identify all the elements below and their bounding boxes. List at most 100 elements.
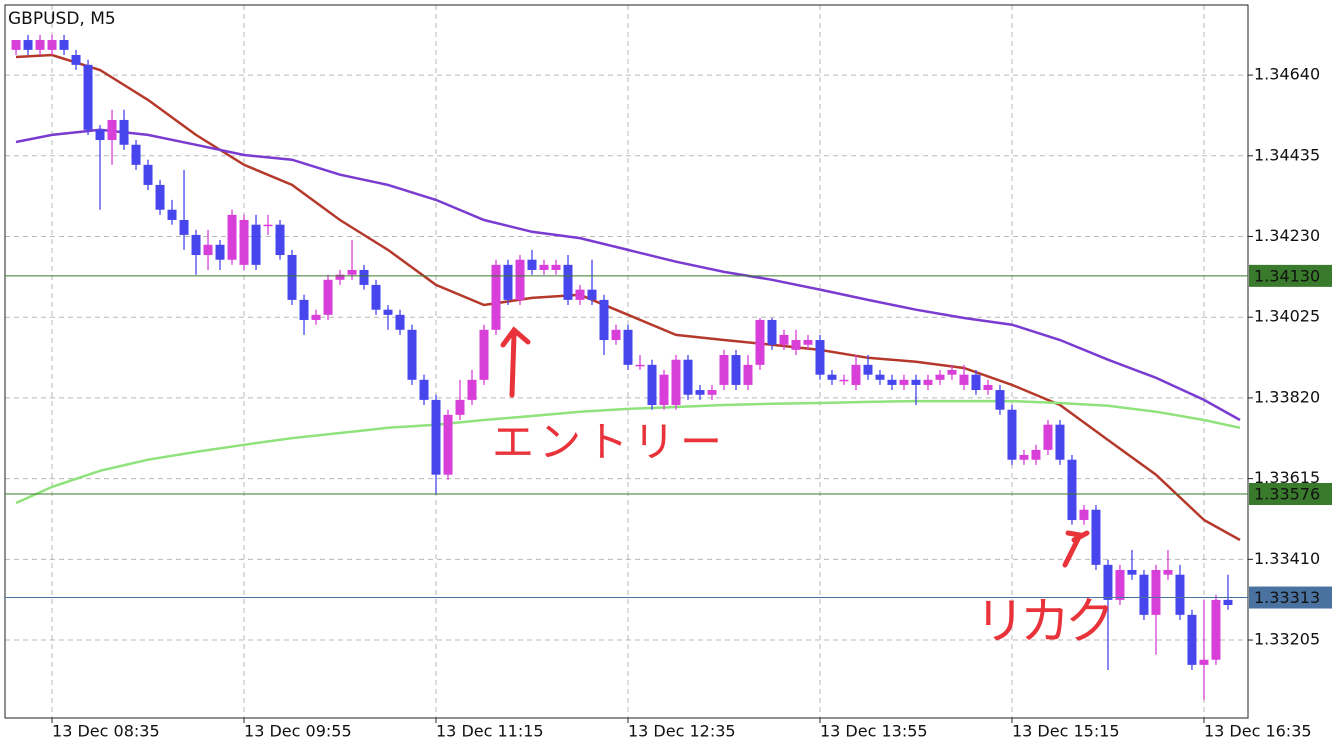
candle-body — [527, 259, 537, 270]
candle-body — [383, 309, 393, 315]
candle-body — [503, 264, 513, 300]
candle-body — [119, 119, 129, 145]
candle-body — [911, 379, 921, 385]
candle-body — [1103, 564, 1113, 600]
y-tick-label: 1.34435 — [1254, 145, 1320, 164]
candle-body — [191, 234, 201, 256]
candle-body — [815, 340, 825, 375]
grid — [5, 5, 1248, 718]
candle-body — [215, 244, 225, 260]
y-tick-label: 1.33205 — [1254, 630, 1320, 649]
candle-body — [59, 40, 69, 50]
candle-body — [515, 259, 525, 300]
candle-body — [1139, 574, 1149, 615]
annotation: エントリー — [492, 418, 722, 467]
candle-body — [551, 264, 561, 270]
candle-body — [695, 390, 705, 395]
candle-body — [671, 359, 681, 406]
annotation-take-profit: リカク — [975, 530, 1115, 651]
candle-body — [179, 219, 189, 235]
candle-body — [1067, 459, 1077, 520]
candle-body — [839, 379, 849, 382]
candle-body — [731, 355, 741, 385]
candle-body — [47, 40, 57, 50]
moving-average — [15, 53, 1241, 542]
candle-body — [707, 390, 717, 395]
candle-body — [1127, 569, 1137, 575]
price-label-box — [1249, 482, 1332, 505]
marks — [11, 34, 1241, 700]
candle-body — [347, 269, 357, 275]
candle-body — [755, 319, 765, 365]
candle-body — [1091, 509, 1101, 565]
x-tick-label: 13 Dec 12:35 — [628, 722, 736, 741]
candle-body — [983, 384, 993, 391]
candle-body — [23, 40, 33, 50]
candle-body — [803, 340, 813, 345]
candle-body — [1115, 569, 1125, 600]
candle-body — [83, 64, 93, 130]
candle-body — [131, 144, 141, 165]
x-tick-label: 13 Dec 08:35 — [52, 722, 160, 741]
candle-body — [407, 329, 417, 380]
candle-body — [11, 40, 21, 50]
candle-body — [1031, 449, 1041, 460]
candle-body — [611, 329, 621, 341]
candle-body — [743, 364, 753, 385]
candle-body — [1199, 659, 1209, 665]
y-tick-label: 1.33410 — [1254, 549, 1320, 568]
moving-average — [15, 128, 1241, 422]
candle-body — [995, 390, 1005, 410]
candle-body — [479, 329, 489, 380]
candle-body — [359, 269, 369, 285]
candle-body — [155, 184, 165, 210]
candle-body — [959, 374, 969, 385]
candle-body — [263, 224, 273, 227]
candle-body — [299, 299, 309, 320]
annotation-entry: エントリー — [492, 326, 722, 467]
moving-average — [15, 399, 1241, 505]
y-tick-label: 1.34640 — [1254, 65, 1320, 84]
arrow — [500, 326, 531, 398]
candle-body — [1151, 569, 1161, 615]
candle-body — [863, 364, 873, 375]
candle-body — [323, 279, 333, 315]
candle-body — [71, 55, 81, 65]
x-tick-label: 13 Dec 16:35 — [1204, 722, 1312, 741]
candle-body — [1055, 424, 1065, 460]
candle-body — [1211, 599, 1221, 660]
candle-body — [443, 414, 453, 475]
candle-body — [287, 255, 297, 300]
x-tick-label: 13 Dec 15:15 — [1012, 722, 1120, 741]
candle-body — [851, 364, 861, 385]
candle-body — [563, 264, 573, 300]
candle-body — [779, 334, 789, 345]
candle-body — [251, 224, 261, 265]
candle-body — [635, 364, 645, 367]
candle-body — [947, 369, 957, 375]
candle-body — [887, 379, 897, 385]
candle-body — [311, 314, 321, 320]
candle-body — [239, 219, 249, 265]
candle-body — [767, 319, 777, 345]
candle-body — [659, 374, 669, 406]
y-tick-label: 1.33820 — [1254, 387, 1320, 406]
candle-body — [467, 379, 477, 400]
candle-body — [203, 244, 213, 256]
price-label-box — [1249, 586, 1332, 609]
candle-body — [899, 379, 909, 385]
candle-body — [335, 274, 345, 280]
y-tick-label: 1.33615 — [1254, 468, 1320, 487]
arrow — [1062, 530, 1090, 568]
candle-body — [575, 289, 585, 300]
x-tick-label: 13 Dec 13:55 — [820, 722, 928, 741]
candle-body — [719, 355, 729, 385]
y-tick-label: 1.34025 — [1254, 307, 1320, 326]
candle-body — [395, 314, 405, 330]
candle-body — [1223, 599, 1233, 606]
plot-border — [4, 4, 1249, 719]
candle-body — [1043, 424, 1053, 450]
candle-body — [647, 364, 657, 406]
chart-title: GBPUSD, M5 — [8, 9, 116, 29]
